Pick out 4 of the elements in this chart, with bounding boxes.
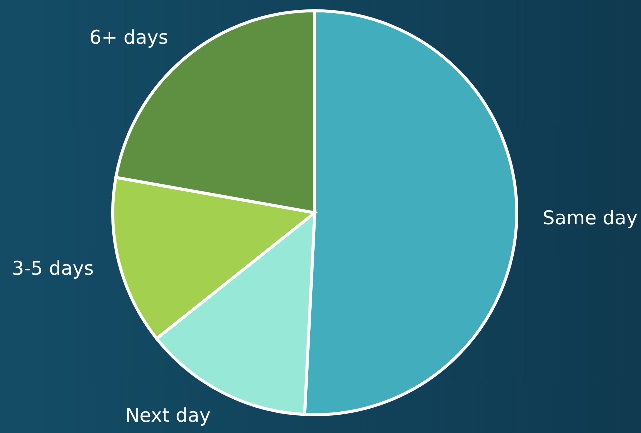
slice-label: Same day <box>542 208 638 230</box>
slice-label: 3-5 days <box>12 258 94 280</box>
slice-label: 6+ days <box>90 27 169 50</box>
slice-label: Next day <box>126 404 211 427</box>
